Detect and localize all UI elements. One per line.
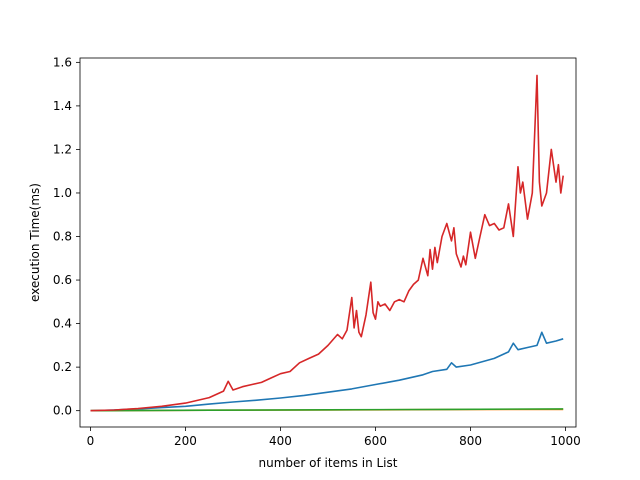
y-tick-label: 0.2 xyxy=(53,360,72,374)
y-tick-label: 1.6 xyxy=(53,55,72,69)
x-tick-label: 1000 xyxy=(550,434,581,448)
x-tick-label: 600 xyxy=(364,434,387,448)
series-line-0 xyxy=(90,331,564,412)
y-axis-ticks: 0.0 0.2 0.4 0.6 0.8 1.0 1.2 1.4 1.6 xyxy=(53,55,80,418)
x-axis-ticks: 0 200 400 600 800 1000 xyxy=(87,427,581,448)
plot-lines xyxy=(90,74,564,412)
series-line-3 xyxy=(90,74,564,412)
y-tick-label: 1.2 xyxy=(53,142,72,156)
x-tick-label: 800 xyxy=(459,434,482,448)
x-tick-label: 400 xyxy=(269,434,292,448)
x-tick-label: 200 xyxy=(174,434,197,448)
y-tick-label: 1.0 xyxy=(53,186,72,200)
y-axis-label: execution Time(ms) xyxy=(28,183,42,302)
y-tick-label: 0.0 xyxy=(53,404,72,418)
y-tick-label: 0.6 xyxy=(53,273,72,287)
y-tick-label: 0.4 xyxy=(53,317,72,331)
plot-frame xyxy=(79,57,577,428)
x-axis-label: number of items in List xyxy=(259,456,398,470)
y-tick-label: 0.8 xyxy=(53,230,72,244)
series-line-2 xyxy=(90,408,564,412)
x-tick-label: 0 xyxy=(87,434,95,448)
y-tick-label: 1.4 xyxy=(53,99,72,113)
